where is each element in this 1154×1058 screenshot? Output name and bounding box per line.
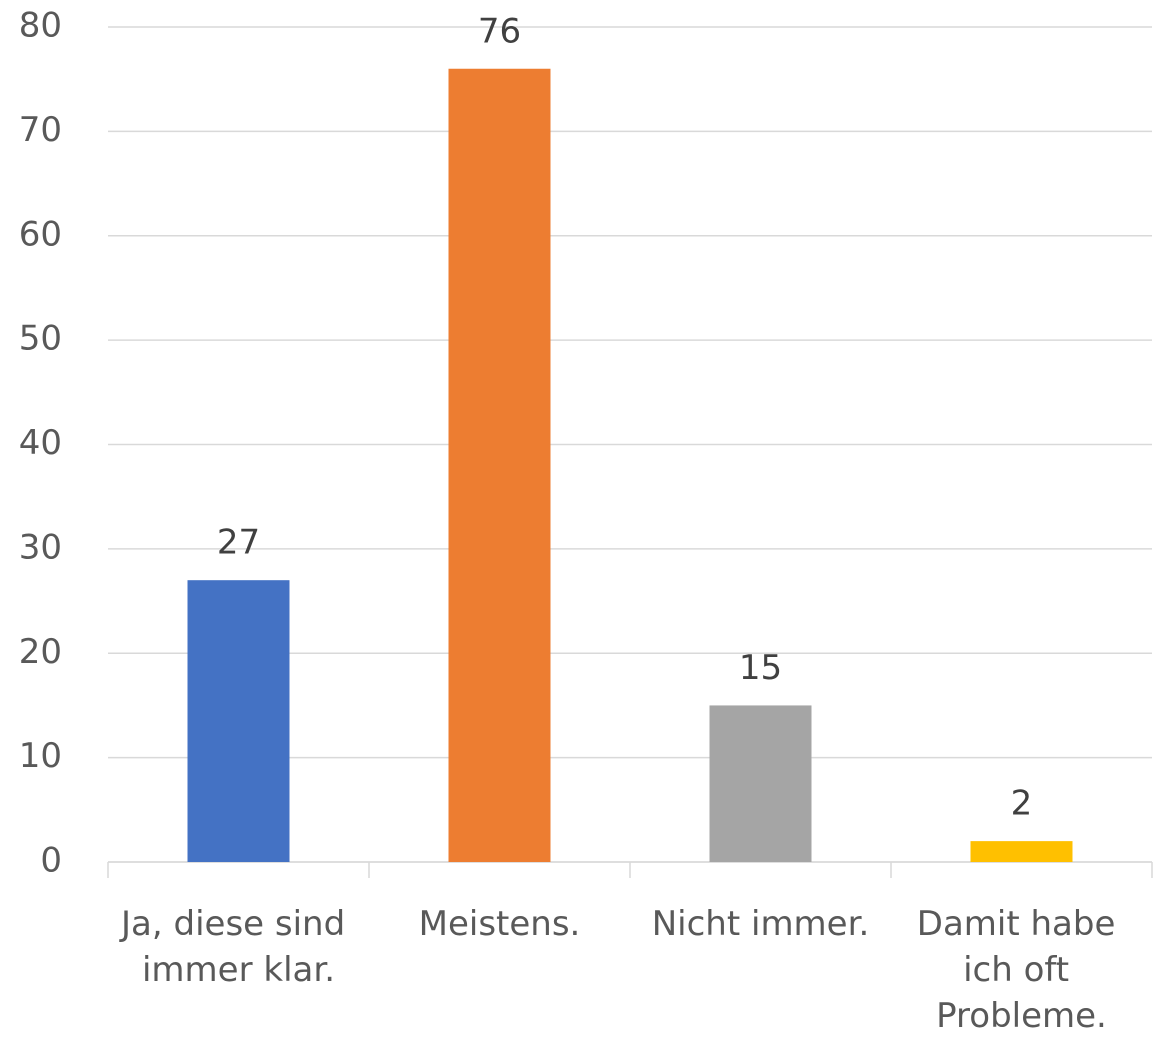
y-tick-label: 60 <box>19 214 62 254</box>
y-tick-label: 10 <box>19 736 62 776</box>
bar <box>970 841 1073 862</box>
data-label: 27 <box>217 523 260 563</box>
x-tick-label: Ja, diese sind immer klar. <box>119 904 356 990</box>
data-label: 15 <box>739 648 782 688</box>
y-tick-label: 70 <box>19 110 62 150</box>
x-tick-label: Meistens. <box>419 904 581 944</box>
data-label: 2 <box>1011 784 1033 824</box>
y-tick-label: 30 <box>19 527 62 567</box>
y-tick-label: 50 <box>19 319 62 359</box>
bar <box>448 68 551 862</box>
bar <box>187 580 290 862</box>
data-label: 76 <box>478 11 521 51</box>
y-tick-label: 40 <box>19 423 62 463</box>
y-tick-label: 80 <box>19 6 62 46</box>
x-tick-label: Damit habe ich oft Probleme. <box>917 904 1126 1036</box>
y-tick-label: 20 <box>19 632 62 672</box>
x-tick-label: Nicht immer. <box>652 904 870 944</box>
y-tick-label: 0 <box>40 841 62 881</box>
bar <box>709 705 812 862</box>
